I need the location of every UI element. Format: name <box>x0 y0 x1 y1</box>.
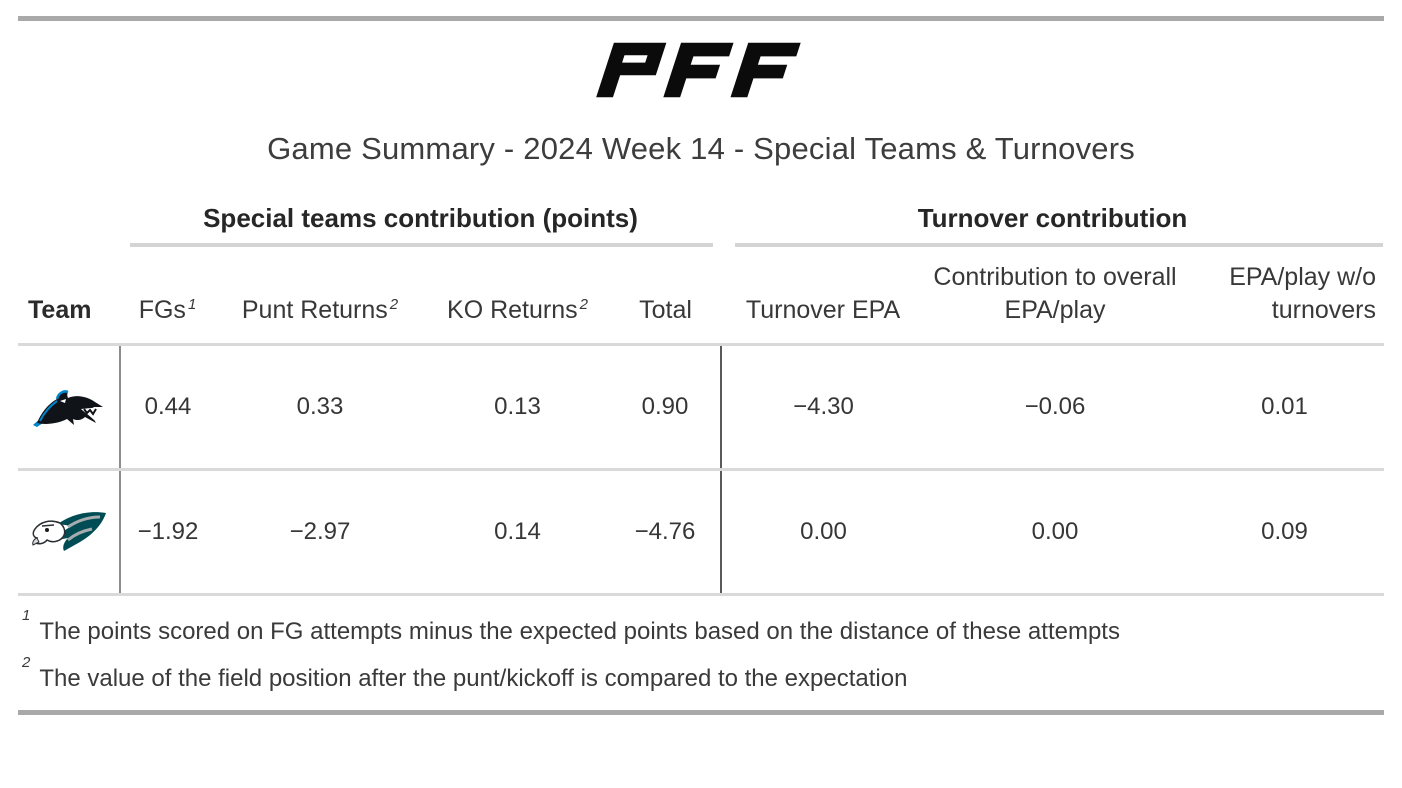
pff-logo <box>18 41 1384 101</box>
spanner-turnover-label: Turnover contribution <box>917 203 1188 233</box>
footnote-marker: 2 <box>389 295 399 313</box>
col-header-epa-wo-turnovers: EPA/play w/o turnovers <box>1185 247 1385 346</box>
stat-contribution-overall: 0.00 <box>925 469 1186 596</box>
stat-punt-returns: 0.33 <box>215 344 425 471</box>
stat-punt-returns: −2.97 <box>215 469 425 596</box>
stat-fgs: 0.44 <box>119 344 215 471</box>
stat-contribution-overall: −0.06 <box>925 344 1186 471</box>
bottom-rule <box>18 710 1384 716</box>
stat-ko-returns: 0.14 <box>425 469 610 596</box>
footnotes: 1 The points scored on FG attempts minus … <box>18 607 1384 694</box>
spanner-special-teams: Special teams contribution (points) <box>120 189 721 247</box>
col-header-turnover-epa-label: Turnover EPA <box>745 296 901 324</box>
spanner-spacer <box>18 189 120 247</box>
spanner-turnover: Turnover contribution <box>721 189 1384 247</box>
col-header-turnover-epa: Turnover EPA <box>721 247 926 346</box>
top-rule <box>18 16 1384 21</box>
col-header-punt-returns: Punt Returns 2 <box>215 247 425 346</box>
panthers-logo <box>32 390 103 427</box>
team-cell <box>18 469 120 596</box>
col-header-contribution-overall-label: Contribution to overall EPA/play <box>933 263 1177 324</box>
footnote-marker: 1 <box>187 295 197 313</box>
footnote-2-marker: 2 <box>22 654 31 672</box>
footnote-1-marker: 1 <box>22 607 31 624</box>
col-header-ko-returns-label: KO Returns <box>447 296 578 324</box>
pff-logo-icon <box>596 42 801 98</box>
col-header-team-label: Team <box>28 296 92 324</box>
stats-table: Special teams contribution (points) Turn… <box>18 189 1385 596</box>
eagles-logo <box>31 512 106 551</box>
footnote-2-text: The value of the field position after th… <box>39 665 908 693</box>
col-header-team: Team <box>18 247 120 346</box>
spanner-special-teams-label: Special teams contribution (points) <box>203 203 638 233</box>
stat-fgs: −1.92 <box>119 469 215 596</box>
stat-turnover-epa: 0.00 <box>720 469 926 596</box>
col-header-fgs: FGs 1 <box>120 247 215 346</box>
page-title: Game Summary - 2024 Week 14 - Special Te… <box>267 131 1135 166</box>
spanner-turnover-underline <box>735 243 1384 247</box>
table-row-panthers: 0.44 0.33 0.13 0.90 −4.30 −0.06 0.01 <box>18 344 1385 471</box>
col-header-contribution-overall: Contribution to overall EPA/play <box>925 247 1186 346</box>
stat-epa-wo-turnovers: 0.01 <box>1185 344 1385 471</box>
col-header-fgs-label: FGs <box>138 296 186 324</box>
stat-total: 0.90 <box>610 344 722 471</box>
col-header-punt-returns-label: Punt Returns <box>241 296 388 324</box>
footnote-1-text: The points scored on FG attempts minus t… <box>39 618 1120 645</box>
footnote-1: 1 The points scored on FG attempts minus … <box>22 607 1384 647</box>
col-header-total: Total <box>610 247 722 346</box>
page: Game Summary - 2024 Week 14 - Special Te… <box>0 16 1402 716</box>
column-header-row: Team FGs 1 Punt Returns 2 KO Returns 2 Tota… <box>18 247 1385 346</box>
footnote-2: 2 The value of the field position after t… <box>22 654 1384 694</box>
col-header-ko-returns: KO Returns 2 <box>425 247 610 346</box>
footnote-marker: 2 <box>579 295 588 313</box>
spanner-row: Special teams contribution (points) Turn… <box>18 189 1384 247</box>
col-header-epa-wo-turnovers-label: EPA/play w/o turnovers <box>1229 263 1377 324</box>
stat-ko-returns: 0.13 <box>425 344 610 471</box>
table-row-eagles: −1.92 −2.97 0.14 −4.76 0.00 0.00 0.09 <box>18 469 1385 596</box>
stat-turnover-epa: −4.30 <box>720 344 926 471</box>
stat-total: −4.76 <box>610 469 722 596</box>
team-cell <box>18 344 120 471</box>
stat-epa-wo-turnovers: 0.09 <box>1185 469 1385 596</box>
col-header-total-label: Total <box>639 296 692 324</box>
spanner-special-teams-underline <box>130 243 714 247</box>
